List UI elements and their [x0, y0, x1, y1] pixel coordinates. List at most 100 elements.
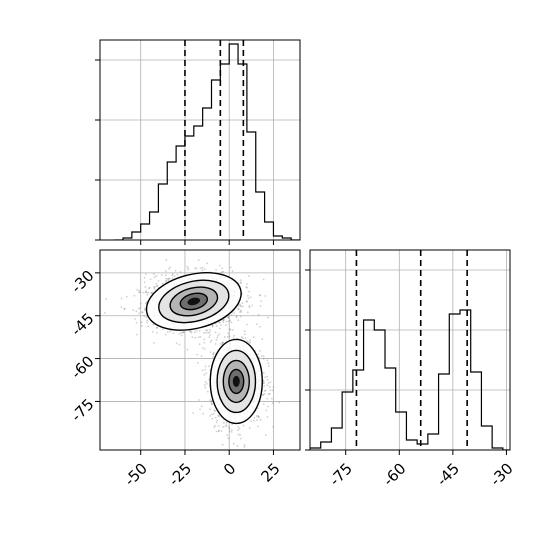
scatter-point [225, 422, 228, 424]
scatter-point [151, 291, 154, 294]
scatter-point [217, 430, 220, 432]
panel-hist_x [95, 39, 301, 245]
scatter-point [218, 327, 221, 330]
scatter-point [204, 368, 207, 371]
scatter-point [154, 286, 156, 289]
scatter-point [257, 425, 259, 428]
scatter-point [189, 330, 191, 333]
scatter-point [244, 337, 247, 339]
scatter-point [261, 338, 264, 341]
scatter-point [216, 336, 219, 339]
scatter-point [222, 318, 225, 321]
scatter-point [257, 313, 260, 316]
scatter-point [168, 268, 170, 270]
scatter-point [141, 325, 143, 327]
scatter-point [139, 306, 142, 309]
scatter-point [209, 341, 212, 343]
scatter-point [204, 386, 207, 389]
scatter-point [219, 321, 222, 324]
scatter-point [225, 324, 227, 327]
scatter-point [227, 316, 230, 319]
histogram-step-hist_x [114, 43, 300, 240]
content-hist_x [114, 40, 300, 240]
scatter-point [262, 355, 265, 358]
scatter-point [147, 325, 150, 328]
scatter-point [248, 275, 250, 277]
scatter-point [143, 281, 146, 284]
scatter-point [227, 316, 230, 319]
scatter-point [228, 430, 231, 433]
scatter-point [238, 427, 241, 430]
scatter-point [235, 315, 238, 318]
scatter-point [228, 335, 231, 337]
scatter-point [180, 331, 182, 334]
scatter-point [230, 314, 233, 316]
scatter-point [257, 415, 260, 418]
y-tick-label: -30 [67, 267, 97, 297]
scatter-point [197, 361, 199, 364]
scatter-point [214, 331, 217, 334]
frame-hist_y [309, 249, 511, 451]
scatter-point [205, 329, 208, 332]
scatter-point [152, 323, 155, 326]
scatter-point [222, 425, 225, 428]
scatter-point [155, 282, 158, 285]
scatter-point [215, 338, 218, 341]
scatter-point [245, 286, 248, 288]
scatter-point [213, 426, 216, 429]
scatter-point [166, 278, 169, 280]
scatter-point [239, 315, 242, 318]
scatter-point [232, 442, 235, 445]
scatter-point [221, 341, 224, 344]
scatter-point [171, 277, 174, 280]
scatter-point [165, 270, 167, 272]
scatter-point [152, 273, 155, 275]
scatter-point [201, 369, 204, 372]
scatter-point [262, 380, 265, 382]
scatter-point [220, 430, 223, 432]
scatter-point [175, 342, 178, 345]
scatter-point [218, 333, 221, 335]
scatter-point [253, 417, 256, 419]
scatter-point [167, 279, 170, 282]
scatter-point [216, 419, 219, 422]
scatter-point [206, 329, 209, 332]
scatter-point [208, 331, 211, 334]
scatter-point [197, 259, 200, 262]
scatter-point [218, 429, 220, 432]
scatter-point [249, 341, 251, 344]
scatter-point [243, 444, 246, 447]
scatter-point [186, 265, 189, 268]
scatter-point [255, 415, 258, 418]
scatter-point [237, 433, 240, 436]
scatter-point [135, 321, 138, 324]
scatter-point [138, 291, 140, 294]
scatter-point [223, 319, 225, 321]
scatter-point [203, 342, 206, 344]
scatter-point [161, 282, 164, 285]
content-hist_y [310, 250, 510, 450]
scatter-point [262, 371, 265, 374]
scatter-point [209, 329, 212, 331]
scatter-point [151, 330, 154, 333]
grid-hist_x [100, 40, 300, 241]
scatter-point [242, 337, 244, 340]
scatter-point [239, 311, 241, 313]
scatter-point [215, 325, 218, 327]
scatter-point [105, 298, 107, 300]
scatter-point [259, 294, 262, 296]
scatter-point [229, 266, 232, 269]
scatter-point [205, 331, 208, 334]
scatter-point [258, 416, 260, 419]
scatter-point [203, 373, 206, 376]
scatter-point [135, 310, 138, 313]
ticks-hist_y [305, 269, 507, 455]
scatter-point [190, 331, 193, 334]
scatter-point [246, 323, 248, 326]
scatter-point [144, 309, 146, 311]
scatter-point [151, 291, 154, 294]
scatter-point [213, 351, 215, 354]
scatter-point [239, 282, 242, 285]
scatter-point [262, 403, 265, 405]
scatter-point [259, 418, 262, 421]
